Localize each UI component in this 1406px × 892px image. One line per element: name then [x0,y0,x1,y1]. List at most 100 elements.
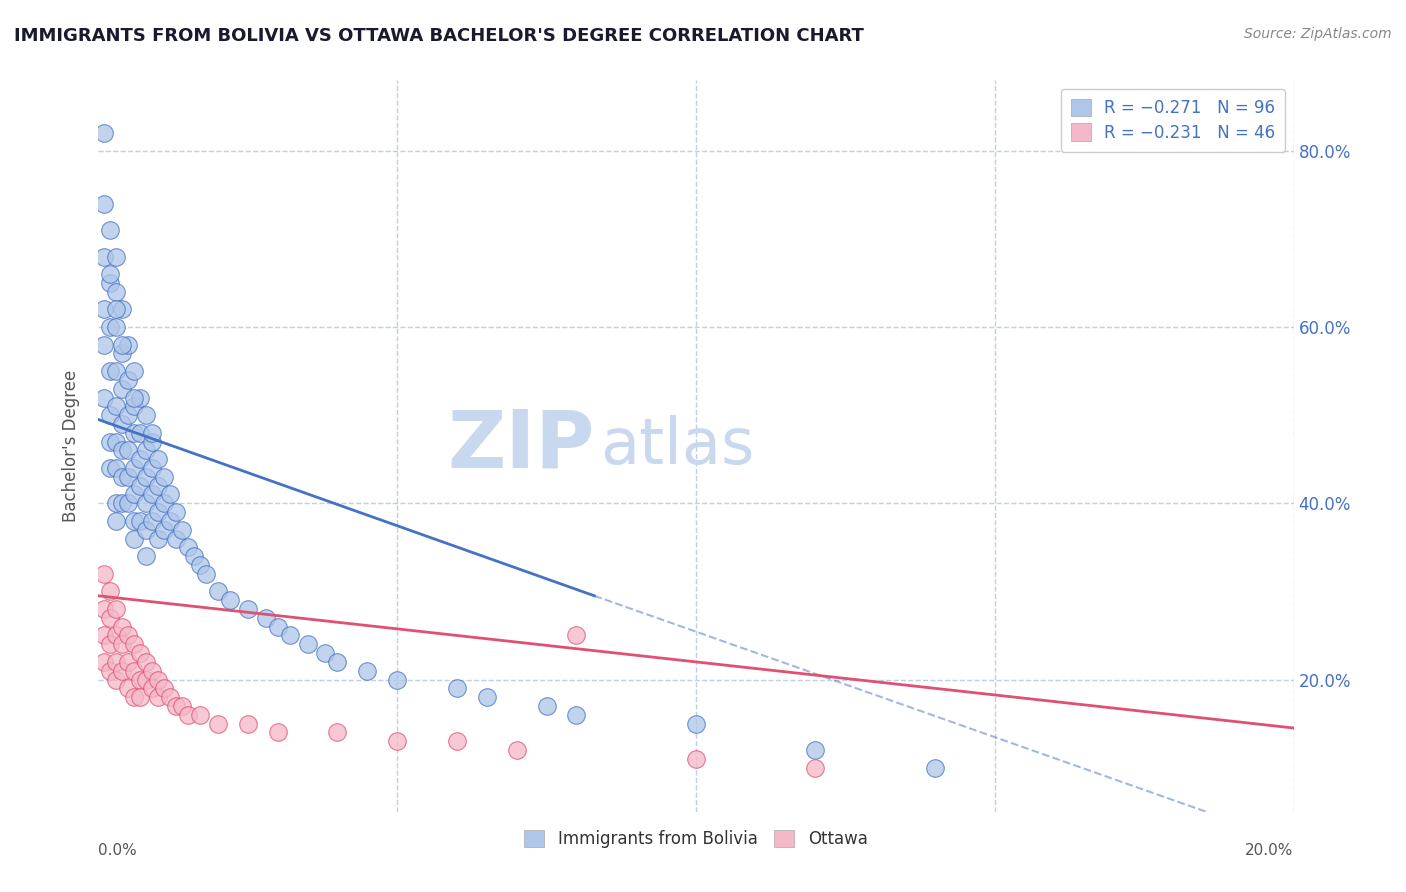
Point [207,584,229,599]
Point [207,716,229,731]
Point [117,337,139,351]
Point [356,664,378,678]
Point [315,646,337,660]
Point [188,707,211,722]
Point [195,566,218,581]
Point [165,532,187,546]
Point [536,698,558,713]
Point [385,673,409,687]
Point [117,443,139,458]
Point [135,496,157,510]
Point [105,250,128,264]
Point [267,620,290,634]
Point [93,566,115,581]
Legend: Immigrants from Bolivia, Ottawa: Immigrants from Bolivia, Ottawa [517,823,875,855]
Point [129,452,152,467]
Point [117,496,139,510]
Point [148,532,170,546]
Point [117,470,139,484]
Text: IMMIGRANTS FROM BOLIVIA VS OTTAWA BACHELOR'S DEGREE CORRELATION CHART: IMMIGRANTS FROM BOLIVIA VS OTTAWA BACHEL… [14,27,863,45]
Point [98,461,122,475]
Point [129,514,152,528]
Point [153,523,176,537]
Point [385,734,409,748]
Point [135,549,157,563]
Point [446,681,468,696]
Point [685,716,707,731]
Point [148,452,170,467]
Point [236,602,259,616]
Point [159,487,181,501]
Point [105,364,128,378]
Point [141,425,163,440]
Point [165,698,187,713]
Point [111,443,134,458]
Point [98,276,122,290]
Point [129,690,152,705]
Point [159,690,181,705]
Point [124,637,146,651]
Point [141,461,163,475]
Point [129,646,152,660]
Point [124,364,146,378]
Point [117,373,139,387]
Point [98,584,122,599]
Point [267,725,290,739]
Point [135,408,157,422]
Point [93,655,115,669]
Point [506,743,529,757]
Point [105,514,128,528]
Point [124,514,146,528]
Point [219,593,242,607]
Point [117,628,139,642]
Point [141,681,163,696]
Point [93,302,115,317]
Point [93,126,115,140]
Point [105,400,128,414]
Point [111,337,134,351]
Point [148,478,170,492]
Point [326,655,349,669]
Point [124,461,146,475]
Point [135,523,157,537]
Point [111,382,134,396]
Point [446,734,468,748]
Point [141,487,163,501]
Point [98,267,122,281]
Text: 0.0%: 0.0% [98,843,138,857]
Point [135,443,157,458]
Point [135,673,157,687]
Point [93,628,115,642]
Point [105,602,128,616]
Point [148,673,170,687]
Point [165,505,187,519]
Point [148,505,170,519]
Point [98,223,122,237]
Point [278,628,301,642]
Point [111,620,134,634]
Point [111,664,134,678]
Point [105,655,128,669]
Point [98,611,122,625]
Text: atlas: atlas [600,415,755,477]
Point [141,664,163,678]
Point [98,364,122,378]
Point [111,496,134,510]
Point [924,761,946,775]
Point [148,690,170,705]
Y-axis label: Bachelor's Degree: Bachelor's Degree [62,370,80,522]
Point [804,743,827,757]
Point [565,628,588,642]
Point [111,346,134,360]
Point [93,602,115,616]
Point [129,673,152,687]
Point [177,707,200,722]
Point [98,637,122,651]
Point [129,425,152,440]
Point [153,470,176,484]
Point [129,391,152,405]
Point [105,461,128,475]
Point [98,408,122,422]
Point [135,470,157,484]
Point [129,478,152,492]
